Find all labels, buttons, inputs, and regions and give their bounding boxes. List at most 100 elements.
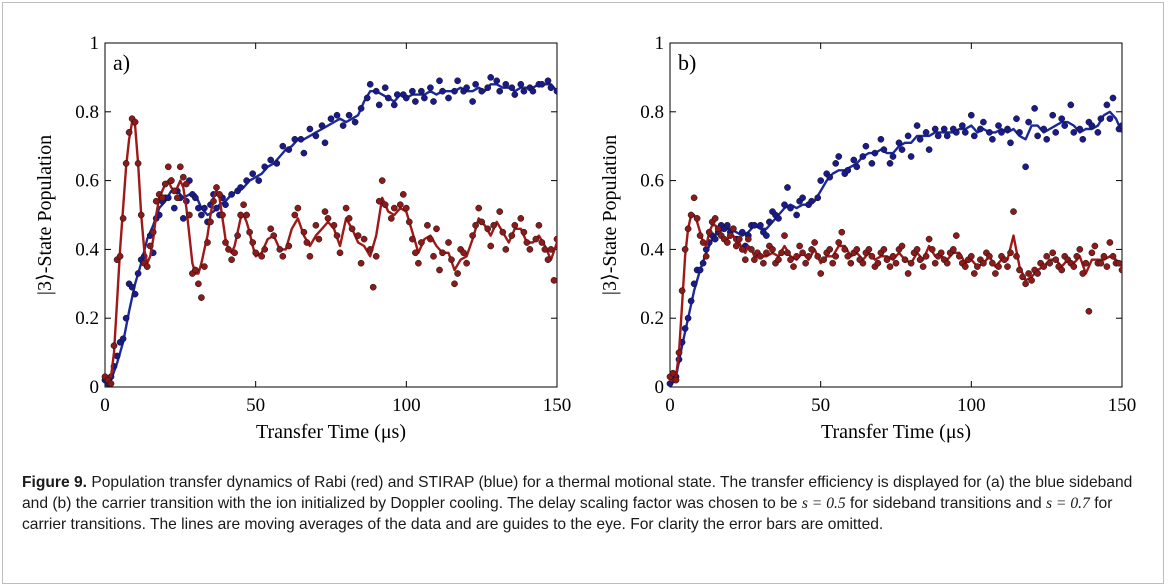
panel-b-series-0-point xyxy=(944,133,950,139)
panel-a-series-0-point xyxy=(521,88,527,94)
panel-a-series-1-point xyxy=(292,212,298,218)
panel-a-series-1-point xyxy=(138,212,144,218)
panel-b-series-1-point xyxy=(854,246,860,252)
panel-b-series-1-point xyxy=(884,257,890,263)
panel-b-series-0-point xyxy=(757,222,763,228)
panel-b-series-0-point xyxy=(685,315,691,321)
panel-a-series-0-point xyxy=(129,284,135,290)
panel-b-series-1-point xyxy=(995,264,1001,270)
panel-b-label: b) xyxy=(678,50,696,75)
panel-b-series-1-point xyxy=(887,264,893,270)
panel-b-y-tick-label: 0.4 xyxy=(640,239,664,260)
panel-a-series-0-point xyxy=(497,88,503,94)
panel-b-x-tick-label: 0 xyxy=(665,395,675,416)
panel-b-series-1-point xyxy=(679,288,685,294)
panel-b-series-1-point xyxy=(748,246,754,252)
panel-a-series-0-point xyxy=(319,123,325,129)
panel-b-series-1-point xyxy=(1010,209,1016,215)
panel-a-series-1-point xyxy=(195,281,201,287)
panel-b-series-0-point xyxy=(815,195,821,201)
panel-a-series-0-point xyxy=(222,202,228,208)
panel-b-series-1-point xyxy=(869,253,875,259)
panel-a-series-1-point xyxy=(304,239,310,245)
panel-a-series-1-point xyxy=(210,198,216,204)
panel-b-series-1-point xyxy=(821,257,827,263)
panel-a-series-0-point xyxy=(427,85,433,91)
panel-b-series-0-point xyxy=(1026,119,1032,125)
panel-b-series-1-point xyxy=(899,243,905,249)
panel-a-series-1-point xyxy=(322,209,328,215)
panel-b-series-1-point xyxy=(992,270,998,276)
panel-a-series-1-point xyxy=(162,181,168,187)
chart-panel-a: 00.20.40.60.810 50 100 150Transfer Time (μs… xyxy=(0,0,584,460)
panel-a-series-1-point xyxy=(135,160,141,166)
panel-a-series-1-point xyxy=(229,257,235,263)
panel-b-series-0-point xyxy=(887,160,893,166)
panel-a-series-1-point xyxy=(313,222,319,228)
panel-a-series-1-point xyxy=(132,119,138,125)
panel-b-series-0-point xyxy=(724,222,730,228)
panel-b-series-1-point xyxy=(926,236,932,242)
panel-a-series-1-point xyxy=(503,246,509,252)
panel-b-series-1-point xyxy=(833,253,839,259)
panel-b-y-tick-label: 1 xyxy=(655,33,665,54)
panel-a-series-0-point xyxy=(180,215,186,221)
panel-a-series-1-point xyxy=(268,226,274,232)
panel-a-series-0-point xyxy=(494,78,500,84)
panel-a-y-tick-label: 0 xyxy=(90,377,100,398)
panel-a-series-1-point xyxy=(461,250,467,256)
panel-b-series-0-point xyxy=(977,126,983,132)
panel-b-series-1-point xyxy=(1029,277,1035,283)
panel-a-series-0-point xyxy=(373,88,379,94)
panel-b-series-1-point xyxy=(1013,253,1019,259)
panel-a-series-1-point xyxy=(551,277,557,283)
panel-a-series-1-point xyxy=(473,222,479,228)
panel-b-series-1-point xyxy=(830,260,836,266)
panel-a-series-1-point xyxy=(111,343,117,349)
panel-a-series-1-point xyxy=(204,239,210,245)
panel-b-series-1-point xyxy=(866,246,872,252)
panel-a-series-0-point xyxy=(445,95,451,101)
panel-b-series-0-point xyxy=(763,233,769,239)
panel-b-series-1-point xyxy=(920,264,926,270)
panel-b-series-0-point xyxy=(703,246,709,252)
panel-b-series-0-point xyxy=(1119,123,1125,129)
panel-b-series-0-point xyxy=(851,157,857,163)
panel-b-series-1-point xyxy=(670,370,676,376)
caption-label: Figure 9. xyxy=(22,474,87,491)
panel-b-series-1-point xyxy=(727,233,733,239)
panel-b-series-1-point xyxy=(881,246,887,252)
panel-b-series-1-point xyxy=(950,246,956,252)
panel-a-series-1-point xyxy=(349,226,355,232)
panel-b-series-1-point xyxy=(842,246,848,252)
panel-a-series-1-point xyxy=(451,281,457,287)
panel-b-series-1-point xyxy=(1001,257,1007,263)
panel-a-series-1-point xyxy=(485,226,491,232)
panel-b-series-1-point xyxy=(697,233,703,239)
panel-b-series-0-point xyxy=(953,129,959,135)
panel-b-series-1-point xyxy=(1035,270,1041,276)
panel-b-series-0-point xyxy=(691,281,697,287)
panel-a-series-0-point xyxy=(403,95,409,101)
panel-b-series-0-point xyxy=(1068,102,1074,108)
panel-b-series-1-point xyxy=(1041,264,1047,270)
panel-a-series-1-point xyxy=(126,129,132,135)
panel-a-series-1-point xyxy=(500,229,506,235)
panel-b-series-1-point xyxy=(781,233,787,239)
panel-b-series-0-point xyxy=(926,147,932,153)
panel-b-series-0-point xyxy=(854,164,860,170)
panel-b-series-1-point xyxy=(809,246,815,252)
panel-a-series-1-point xyxy=(470,233,476,239)
panel-b-series-0-point xyxy=(962,129,968,135)
panel-a-series-0-point xyxy=(322,140,328,146)
panel-a-series-1-point xyxy=(415,260,421,266)
panel-b-series-0-point xyxy=(968,112,974,118)
panel-a-series-1-point xyxy=(418,239,424,245)
panel-a-series-1-point xyxy=(186,212,192,218)
panel-b-series-1-point xyxy=(1004,264,1010,270)
panel-a-series-1-point xyxy=(379,178,385,184)
panel-b-series-0-point xyxy=(1035,133,1041,139)
panel-b-series-0-point xyxy=(1041,126,1047,132)
panel-b-x-tick-label: 50 xyxy=(811,395,830,416)
panel-a-series-1-point xyxy=(455,270,461,276)
